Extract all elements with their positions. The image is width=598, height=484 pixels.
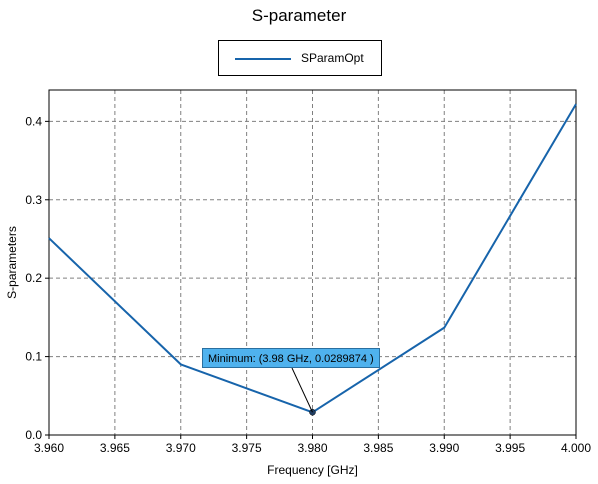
y-tick-label: 0.3 <box>25 193 42 207</box>
y-tick-label: 0.0 <box>25 428 42 442</box>
y-tick-label: 0.2 <box>25 271 42 285</box>
x-tick-label: 3.975 <box>232 441 262 455</box>
x-tick-label: 3.960 <box>34 441 64 455</box>
x-tick-label: 3.980 <box>297 441 327 455</box>
y-tick-label: 0.1 <box>25 350 42 364</box>
annotation-leader-line <box>291 367 313 413</box>
x-tick-label: 3.985 <box>363 441 393 455</box>
y-axis-label: S-parameters <box>5 226 19 299</box>
x-tick-label: 3.990 <box>429 441 459 455</box>
x-tick-label: 3.970 <box>166 441 196 455</box>
x-tick-label: 4.000 <box>561 441 591 455</box>
x-tick-label: 3.965 <box>100 441 130 455</box>
x-tick-label: 3.995 <box>495 441 525 455</box>
legend-label: SParamOpt <box>301 51 364 65</box>
legend: SParamOpt <box>218 40 382 76</box>
y-tick-label: 0.4 <box>25 114 42 128</box>
minimum-annotation: Minimum: (3.98 GHz, 0.0289874 ) <box>202 348 380 368</box>
chart-title: S-parameter <box>251 6 347 25</box>
legend-line-swatch <box>235 58 291 60</box>
x-axis-label: Frequency [GHz] <box>267 463 358 477</box>
